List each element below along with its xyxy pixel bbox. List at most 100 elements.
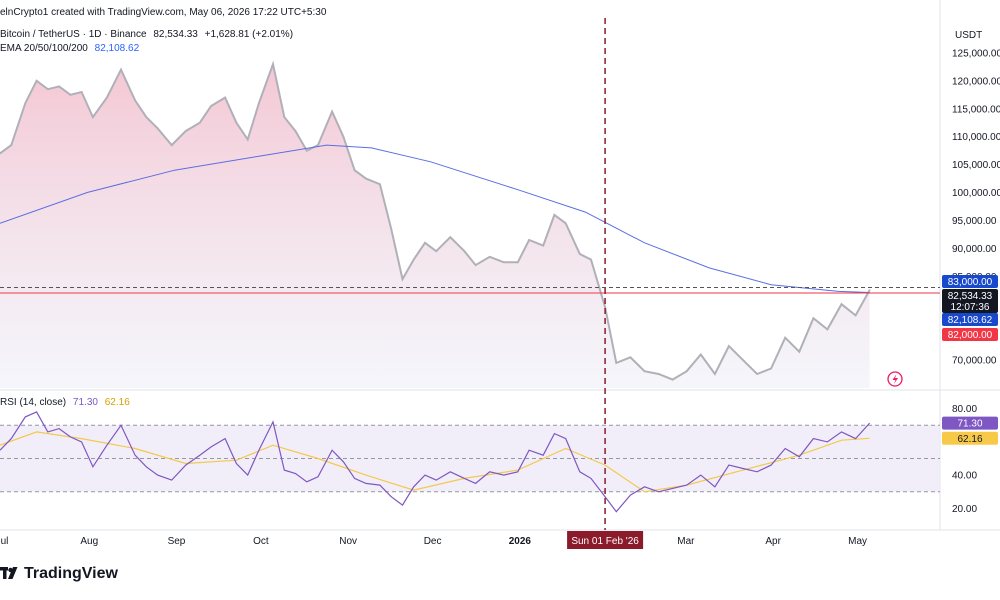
date-marker-label-bg [567, 531, 644, 549]
price-tick-label: 120,000.00 [952, 76, 1000, 87]
time-tick-label: Mar [677, 536, 695, 547]
creation-credit: elnCrypto1 created with TradingView.com,… [0, 7, 327, 18]
tradingview-logo-icon [0, 567, 18, 579]
price-point [353, 169, 356, 171]
price-change-value: +1,628.81 (+2.01%) [204, 29, 294, 40]
date-marker[interactable]: Sun 01 Feb '26 [567, 18, 644, 549]
time-tick-label: Nov [339, 536, 357, 547]
time-tick-label: May [848, 536, 867, 547]
price-point [317, 144, 319, 146]
price-point [854, 314, 857, 317]
price-point [756, 373, 758, 375]
price-point [224, 96, 226, 99]
price-point [542, 244, 544, 247]
bar-countdown-label: 12:07:36 [951, 302, 990, 313]
price-point [435, 250, 438, 252]
price-point [643, 370, 646, 373]
tradingview-logo[interactable]: TradingView [0, 565, 118, 583]
price-point [424, 242, 426, 244]
date-marker-label: Sun 01 Feb '26 [571, 536, 639, 547]
level-82000-label: 82,000.00 [948, 330, 993, 341]
rsi-legend[interactable]: RSI (14, close) 71.30 62.16 [0, 397, 134, 408]
rsi-ma-line [0, 431, 870, 493]
rsi-band [0, 424, 940, 493]
rsi-ma-value: 62.16 [104, 397, 130, 408]
price-point [134, 99, 136, 102]
price-point [92, 116, 94, 118]
level-83000-label-bg [942, 275, 998, 288]
price-point [0, 152, 1, 155]
symbol-legend[interactable]: Bitcoin / TetherUS · 1D · Binance 82,534… [0, 29, 297, 40]
price-point [58, 85, 60, 88]
price-point [412, 258, 415, 261]
price-tick-label: 115,000.00 [952, 104, 1000, 115]
price-point [629, 356, 632, 359]
price-area [0, 64, 870, 388]
price-point [590, 258, 592, 261]
price-point [700, 353, 702, 356]
price-point [671, 378, 674, 381]
rsi-value-label: 71.30 [957, 419, 982, 430]
price-point [390, 228, 393, 230]
rsi-indicator-name: RSI (14, close) [0, 397, 67, 408]
price-point [69, 94, 72, 96]
price-point [365, 177, 367, 180]
tradingview-wordmark: TradingView [24, 565, 118, 582]
last-price-label-bg [942, 289, 998, 313]
price-levels [0, 286, 940, 294]
price-point [35, 80, 38, 82]
price-tick-label: 100,000.00 [952, 188, 1000, 199]
price-point [235, 121, 238, 124]
price-point [342, 135, 345, 138]
price-point [258, 102, 260, 104]
price-point [401, 278, 404, 280]
price-point [812, 317, 815, 320]
price-tick-label: 90,000.00 [952, 244, 997, 255]
price-area-fill [0, 64, 870, 388]
price-point [714, 373, 716, 375]
rsi-tick-label: 80.00 [952, 404, 977, 415]
price-point [199, 121, 201, 124]
symbol-name: Bitcoin / TetherUS · 1D · Binance [0, 29, 147, 40]
price-point [24, 102, 27, 104]
price-point [106, 96, 108, 99]
price-point [528, 239, 530, 241]
price-point [306, 149, 308, 152]
price-point [728, 345, 730, 347]
price-axis-unit: USDT [955, 30, 982, 41]
time-tick-label: Aug [80, 536, 98, 547]
price-tick-label: 95,000.00 [952, 216, 997, 227]
price-point [553, 214, 556, 216]
price-point [685, 370, 688, 373]
price-point [784, 336, 786, 339]
price-point [579, 253, 581, 255]
price-point [283, 116, 286, 118]
price-point [210, 105, 212, 107]
rsi-value-label-bg [942, 416, 998, 430]
price-point [770, 367, 772, 370]
price-point [47, 88, 49, 90]
price-point [615, 362, 618, 364]
price-point [120, 68, 122, 71]
price-tick-label: 70,000.00 [952, 356, 997, 367]
last-price-label: 82,534.33 [948, 291, 993, 302]
price-point [604, 306, 606, 308]
ema-legend[interactable]: EMA 20/50/100/200 82,108.62 [0, 43, 143, 54]
price-point [272, 63, 274, 65]
time-tick-label: Apr [765, 536, 781, 547]
price-point [488, 255, 491, 258]
level-82000-label-bg [942, 328, 998, 341]
rsi-ma-label-bg [942, 431, 998, 445]
price-point [463, 250, 466, 252]
rsi-tick-label: 40.00 [952, 471, 977, 482]
alert-icon[interactable] [887, 371, 903, 387]
price-point [10, 144, 13, 146]
rsi-ma-label: 62.16 [957, 434, 982, 445]
price-point [840, 303, 843, 306]
price-point [503, 261, 505, 264]
price-point [868, 289, 871, 291]
rsi-tick-label: 20.00 [952, 504, 977, 515]
ema-price-label-bg [942, 313, 998, 326]
